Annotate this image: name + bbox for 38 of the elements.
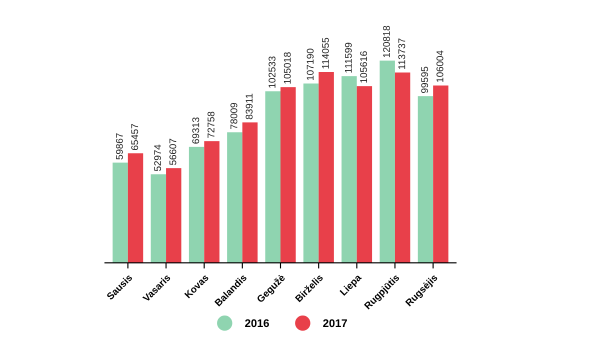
bar	[433, 85, 448, 263]
data-label: 72758	[208, 112, 214, 138]
data-label: 105616	[360, 51, 368, 83]
bar	[128, 153, 144, 263]
bar	[112, 162, 128, 263]
bar	[280, 87, 296, 263]
data-label: 120818	[383, 26, 390, 58]
data-label: 99595	[421, 66, 428, 93]
bar	[227, 132, 242, 263]
legend-label: 2017	[323, 319, 347, 328]
data-label: 65457	[131, 124, 138, 150]
bar	[418, 96, 434, 263]
data-label: 105018	[284, 52, 291, 84]
legend-label: 2016	[245, 319, 269, 328]
bar	[394, 72, 410, 263]
data-label: 114055	[322, 38, 329, 68]
bar	[380, 60, 395, 263]
data-label: 111599	[344, 42, 352, 73]
data-label: 102533	[268, 56, 276, 88]
data-label: 69313	[192, 117, 200, 144]
bar	[303, 83, 319, 263]
bar	[150, 174, 166, 263]
bar	[265, 91, 280, 263]
data-label: 113737	[398, 38, 406, 69]
bar	[342, 76, 357, 263]
bar	[318, 72, 334, 263]
data-label: 107190	[306, 48, 314, 80]
data-label: 59867	[116, 133, 123, 160]
data-label: 83911	[246, 94, 253, 120]
bar	[188, 146, 204, 263]
data-label: 78009	[230, 102, 238, 130]
bar	[166, 168, 182, 263]
data-label: 52974	[154, 144, 162, 172]
bar	[242, 122, 258, 263]
data-label: 56607	[169, 138, 176, 165]
bar	[204, 141, 220, 263]
data-label: 106004	[436, 50, 444, 82]
bar	[356, 86, 372, 263]
